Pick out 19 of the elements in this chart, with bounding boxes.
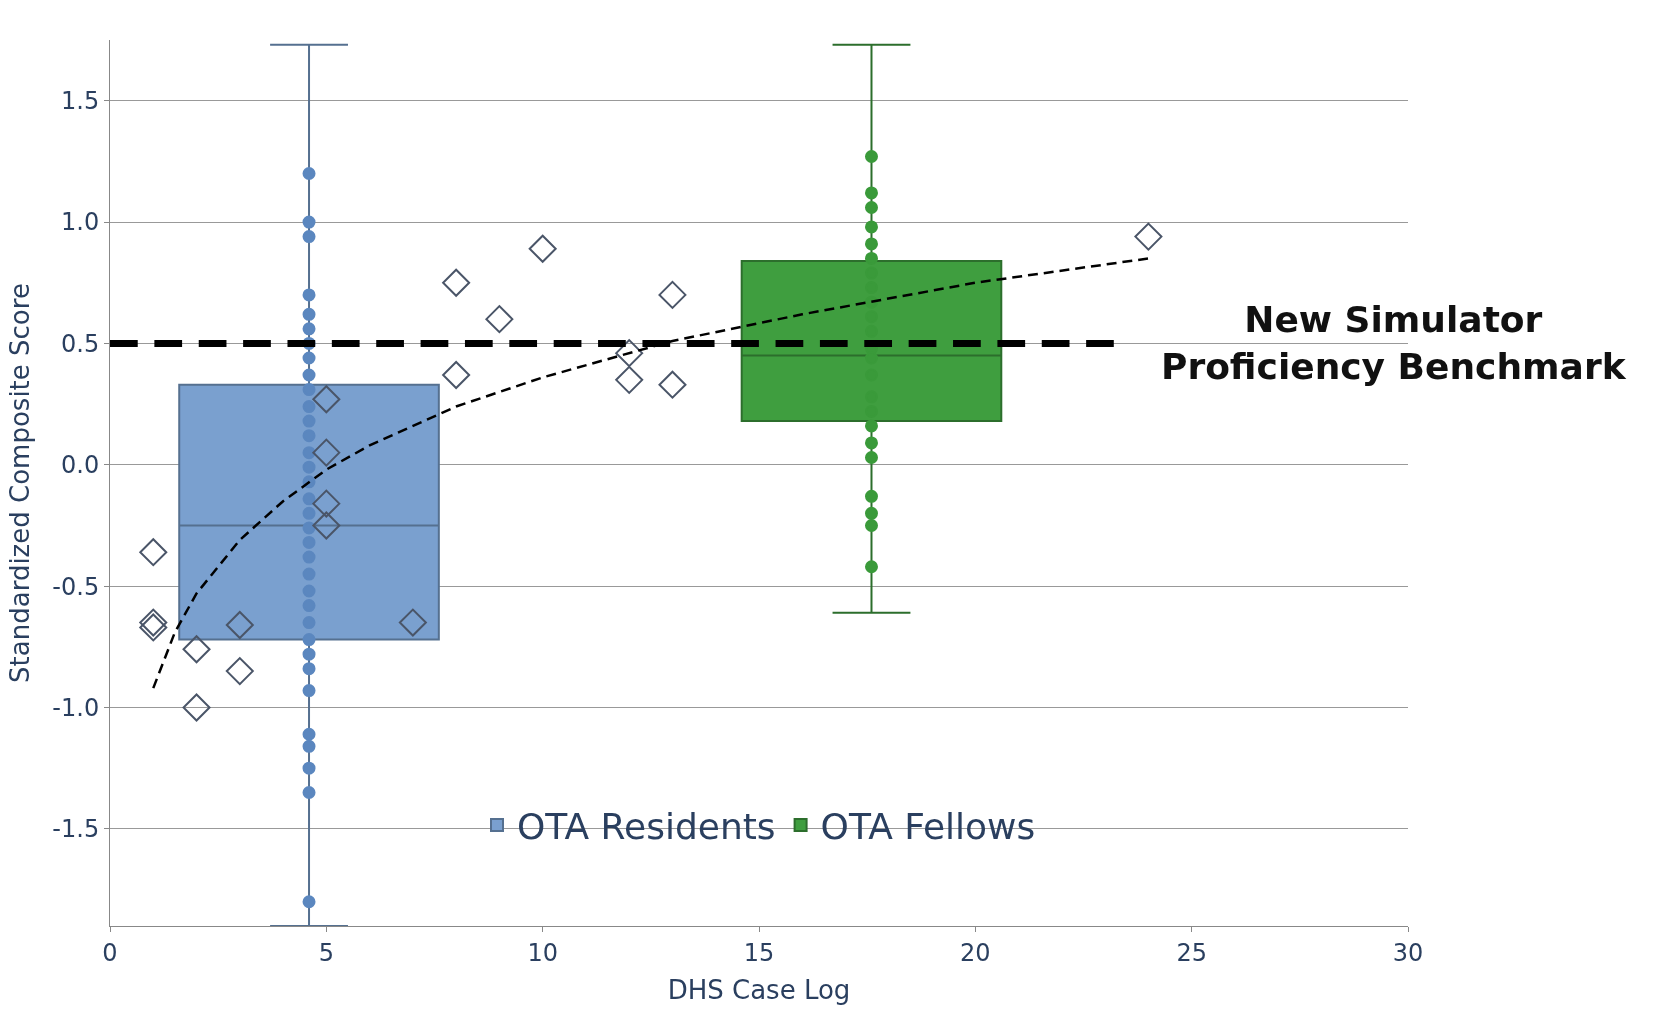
legend-label: OTA Residents <box>517 806 776 848</box>
y-tick-label: -1.0 <box>52 693 100 722</box>
y-axis-title: Standardized Composite Score <box>4 283 35 683</box>
y-tick-label: 1.5 <box>61 87 100 116</box>
y-tick-label: 0.5 <box>61 329 100 358</box>
y-tick-label: -0.5 <box>52 572 100 601</box>
x-tick-label: 10 <box>527 938 558 967</box>
annotation: New Simulator Proficiency Benchmark <box>1161 299 1627 387</box>
x-tick-label: 20 <box>960 938 991 967</box>
legend-label: OTA Fellows <box>820 806 1036 848</box>
x-tick-label: 5 <box>318 938 334 967</box>
x-tick-label: 0 <box>102 938 118 967</box>
x-axis-title: DHS Case Log <box>667 975 851 1006</box>
x-tick-label: 25 <box>1176 938 1207 967</box>
x-tick-label: 15 <box>743 938 775 967</box>
y-tick-label: -1.5 <box>52 815 100 844</box>
y-tick-label: 0.0 <box>61 451 100 480</box>
x-tick-label: 30 <box>1392 938 1424 967</box>
y-tick-label: 1.0 <box>61 208 100 237</box>
